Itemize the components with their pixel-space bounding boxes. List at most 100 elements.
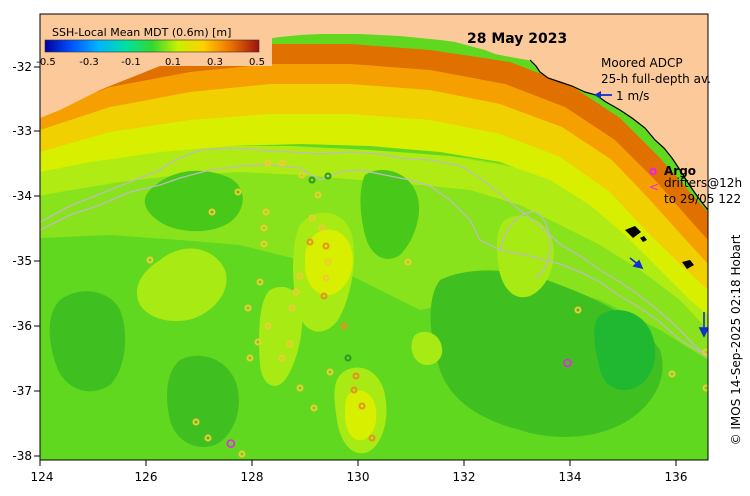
legend-adcp-arrowhead <box>594 91 601 99</box>
drifter-marker <box>324 258 332 266</box>
ssh-blob-deep-green <box>594 310 656 390</box>
plot-frame <box>39 13 709 461</box>
y-tick-label: -36 <box>12 319 32 333</box>
drifter-marker <box>574 306 582 314</box>
drifter-marker <box>292 288 300 296</box>
adcp-arrowhead <box>698 327 708 338</box>
drifter-marker <box>298 171 306 179</box>
colorbar-tick: 0.1 <box>165 57 181 68</box>
drifter-marker <box>344 354 352 362</box>
ssh-band-orange <box>40 62 708 264</box>
drifter-marker <box>254 338 262 346</box>
legend-drifter-symbol: < <box>649 180 659 194</box>
colorbar-tick: -0.3 <box>79 57 99 68</box>
drifter-marker <box>310 404 318 412</box>
ssh-blob-dark-green <box>360 170 420 259</box>
ssh-blob-yellow <box>345 390 377 440</box>
drifter-marker <box>278 159 286 167</box>
x-tick-label: 128 <box>241 470 264 484</box>
imos-credit: © IMOS 14-Sep-2025 02:18 Hobart <box>729 234 743 445</box>
x-tick-label: 126 <box>135 470 158 484</box>
drifter-marker <box>260 240 268 248</box>
drifter-marker <box>404 258 412 266</box>
map-date-title: 28 May 2023 <box>467 31 567 47</box>
drifter-marker <box>296 384 304 392</box>
ssh-blob-yellow <box>305 229 353 296</box>
ssh-band-darkorange <box>40 44 708 240</box>
x-tick-label: 124 <box>31 470 54 484</box>
y-tick-label: -33 <box>12 124 32 138</box>
colorbar-tick: -0.5 <box>36 57 56 68</box>
drifter-marker <box>308 176 316 184</box>
colorbar-ticks: -0.5 -0.3 -0.1 0.1 0.3 0.5 <box>36 57 265 68</box>
coastline <box>529 59 708 211</box>
ssh-blob-dark-green <box>167 355 239 448</box>
drifter-tracks <box>146 159 708 458</box>
drifter-marker <box>256 278 264 286</box>
ssh-band-yellow <box>40 112 708 315</box>
drifter-marker <box>204 434 212 442</box>
drifter-marker <box>244 304 252 312</box>
y-tick-label: -32 <box>12 60 32 74</box>
colorbar-tick: 0.5 <box>249 57 265 68</box>
drifter-marker <box>702 384 708 392</box>
drifter-marker <box>326 368 334 376</box>
drifter-marker <box>358 402 366 410</box>
colorbar-label: SSH-Local Mean MDT (0.6m) [m] <box>52 26 231 39</box>
drifter-marker <box>322 274 330 282</box>
y-tick-label: -38 <box>12 449 32 463</box>
bathymetry-contour <box>40 147 708 357</box>
bathymetry-contour <box>499 211 551 279</box>
drifter-marker <box>320 292 328 300</box>
drifter-marker <box>306 238 314 246</box>
legend-adcp-title: Moored ADCP <box>601 56 683 70</box>
x-tick-labels: 124 126 128 130 132 134 136 <box>31 470 688 484</box>
argo-float-marker <box>226 439 236 448</box>
drifter-marker <box>368 434 376 442</box>
y-tick-label: -37 <box>12 384 32 398</box>
adcp-arrows <box>629 257 708 338</box>
drifter-marker <box>278 354 286 362</box>
land-mass <box>40 14 708 210</box>
drifter-marker <box>264 159 272 167</box>
ssh-blob-dark-green <box>49 291 126 392</box>
argo-floats <box>226 358 572 448</box>
x-tick-label: 132 <box>453 470 476 484</box>
drifter-marker <box>234 188 242 196</box>
drifter-marker <box>146 256 154 264</box>
drifter-marker <box>296 272 304 280</box>
drifter-marker <box>246 354 254 362</box>
ssh-band-yellowgreen <box>40 146 708 330</box>
drifter-marker <box>324 172 332 180</box>
drifter-marker <box>702 348 708 356</box>
bathymetry-contour <box>40 164 708 359</box>
ssh-blob-dark-green <box>430 270 663 437</box>
island <box>682 260 694 269</box>
drifter-marker <box>262 208 270 216</box>
ssh-blob-dark-green <box>144 170 243 232</box>
colorbar <box>44 39 260 53</box>
legend-argo-symbol: o <box>649 164 657 178</box>
ssh-blob-light <box>411 331 443 366</box>
drifter-marker <box>286 340 294 348</box>
y-tick-labels: -32 -33 -34 -35 -36 -37 -38 <box>12 60 32 463</box>
drifter-marker <box>318 224 326 232</box>
x-axis <box>39 460 677 466</box>
drifter-marker <box>192 418 200 426</box>
y-axis <box>34 66 40 457</box>
argo-float-marker <box>563 358 572 368</box>
drifter-marker <box>208 208 216 216</box>
drifter-marker <box>350 386 358 394</box>
drifter-marker <box>314 191 322 199</box>
y-tick-label: -35 <box>12 254 32 268</box>
drifter-marker <box>308 214 316 222</box>
colorbar-tick: -0.1 <box>121 57 141 68</box>
ssh-band-gold <box>40 82 708 290</box>
legend-argo-label: Argo <box>664 164 696 178</box>
drifter-marker <box>668 370 676 378</box>
y-tick-label: -34 <box>12 189 32 203</box>
ssh-blob-light <box>259 286 303 386</box>
x-tick-label: 136 <box>665 470 688 484</box>
x-tick-label: 130 <box>347 470 370 484</box>
